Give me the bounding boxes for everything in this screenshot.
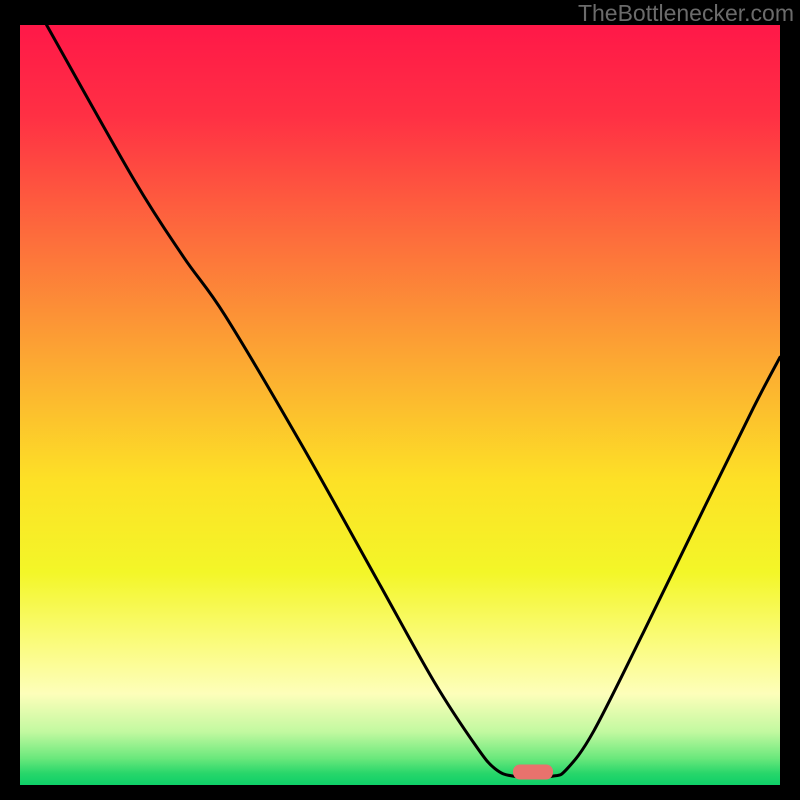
chart-curve <box>20 25 780 780</box>
watermark-text: TheBottlenecker.com <box>578 0 794 27</box>
chart-outer-frame <box>0 0 800 800</box>
chart-optimum-marker <box>513 765 553 780</box>
chart-plot-area <box>20 25 780 780</box>
